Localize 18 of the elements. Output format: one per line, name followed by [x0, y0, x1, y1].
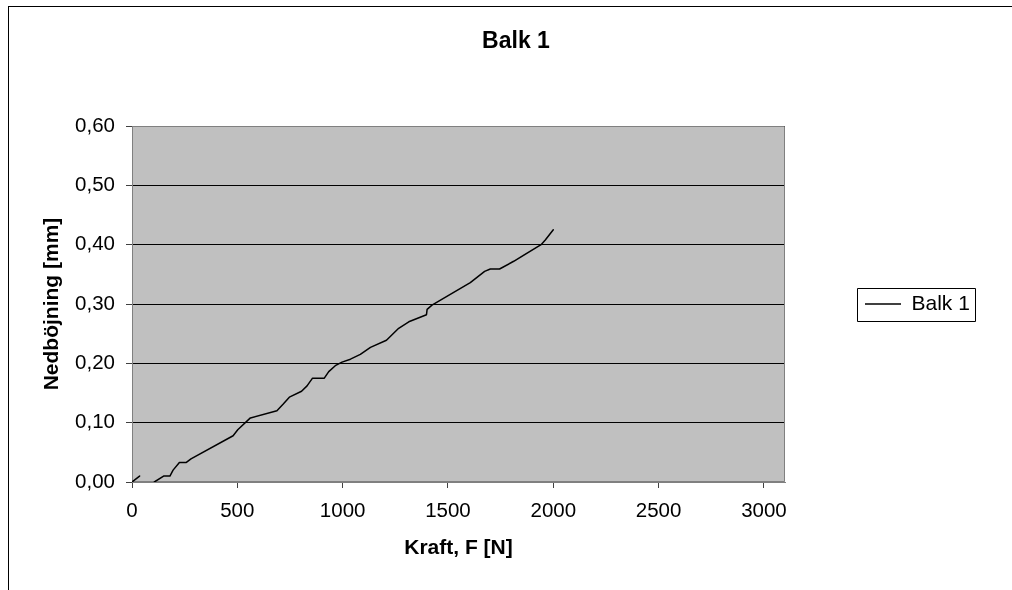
y-tick-label: 0,60 — [75, 112, 115, 136]
x-axis-title: Kraft, F [N] — [404, 535, 513, 559]
y-axis-title: Nedböjning [mm] — [39, 217, 63, 391]
y-tick-label: 0,50 — [75, 171, 115, 195]
x-tick-label: 0 — [126, 497, 138, 521]
chart-title: Balk 1 — [482, 27, 550, 53]
y-tick-label: 0,20 — [75, 349, 115, 373]
x-tick-label: 1000 — [319, 497, 366, 521]
y-tick-label: 0,30 — [75, 290, 115, 314]
y-tick-label: 0,00 — [75, 468, 115, 492]
x-tick-label: 1500 — [425, 497, 471, 521]
y-tick-label: 0,10 — [75, 409, 115, 433]
y-tick-label: 0,40 — [75, 231, 115, 255]
x-tick-label: 2000 — [530, 497, 577, 521]
x-tick-label: 500 — [220, 497, 255, 521]
x-tick-label: 3000 — [741, 497, 787, 521]
legend-label: Balk 1 — [911, 290, 970, 314]
x-tick-label: 2500 — [635, 497, 682, 521]
